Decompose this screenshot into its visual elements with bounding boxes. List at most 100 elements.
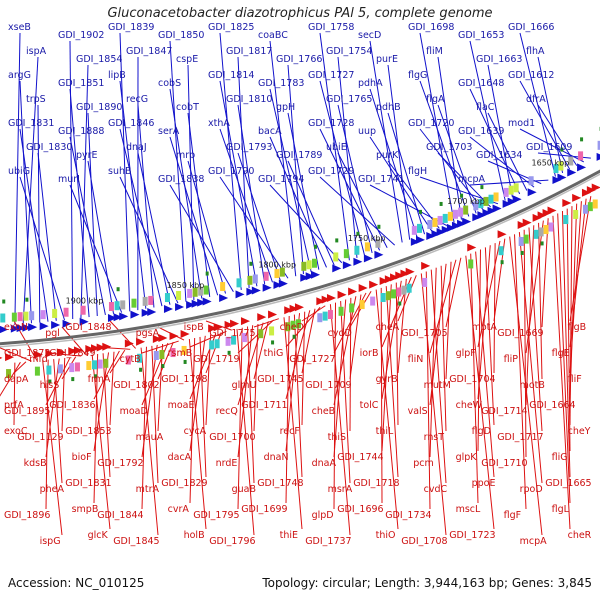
feature-block xyxy=(80,305,86,315)
forward-gene-arrow xyxy=(186,300,196,309)
reverse-gene-arrow xyxy=(400,269,410,278)
forward-gene-label: cobS xyxy=(158,78,181,89)
reverse-gene-label: GDI_1719 xyxy=(193,354,239,365)
leader-line xyxy=(237,327,243,510)
leader-line xyxy=(349,294,362,380)
feature-block xyxy=(279,267,285,277)
reverse-gene-arrow xyxy=(180,329,190,338)
reverse-gene-label: fliP xyxy=(504,354,519,365)
forward-gene-label: mod1 xyxy=(508,118,535,129)
reverse-gene-arrow xyxy=(542,208,552,217)
reverse-gene-label: thiS xyxy=(328,432,346,443)
leader-line xyxy=(37,104,41,323)
reverse-gene-arrow xyxy=(68,347,78,356)
reverse-gene-label: thiL xyxy=(376,426,394,437)
leader-line xyxy=(301,308,316,374)
leader-line xyxy=(151,345,159,484)
leader-line xyxy=(19,80,32,324)
leader-line xyxy=(61,326,88,356)
leader-line xyxy=(187,160,227,294)
leader-line xyxy=(285,315,290,504)
reverse-gene-arrow xyxy=(91,344,100,353)
feature-block xyxy=(573,209,579,219)
forward-gene-arrow xyxy=(451,221,461,230)
forward-gene-label: pdhB xyxy=(376,102,401,113)
reverse-gene-arrow xyxy=(208,324,218,333)
leader-line xyxy=(187,64,195,301)
reverse-gene-label: dnaN xyxy=(264,452,289,463)
reverse-gene-label: cheA xyxy=(376,322,400,333)
reverse-gene-arrow xyxy=(348,287,358,296)
reverse-gene-label: GDI_1714 xyxy=(481,406,527,417)
leader-line xyxy=(169,136,219,296)
leader-line xyxy=(333,299,347,458)
reverse-gene-label: msrA xyxy=(328,484,353,495)
leader-line xyxy=(199,336,207,478)
reverse-gene-label: mtrA xyxy=(136,484,160,495)
reverse-gene-label: holB xyxy=(184,530,205,541)
forward-gene-label: GDI_1831 xyxy=(8,118,54,129)
forward-gene-label: purE xyxy=(376,54,398,65)
leader-line xyxy=(469,136,535,188)
leader-line xyxy=(285,313,301,452)
forward-gene-label: fliM xyxy=(426,46,443,57)
kbp-ticks: 1650 kbp 1700 kbp 1750 kbp 1800 kbp 1850 kbp… xyxy=(66,159,570,306)
reverse-gene-label: nrdE xyxy=(216,458,238,469)
reverse-gene-arrow xyxy=(547,206,557,215)
reverse-gene-label: motA xyxy=(472,322,498,333)
feature-block xyxy=(354,245,360,255)
reverse-gene-label: glpF xyxy=(456,348,476,359)
feature-block xyxy=(432,217,438,227)
forward-gene-label: GDI_1851 xyxy=(58,78,104,89)
leader-line xyxy=(380,287,383,504)
feature-block xyxy=(198,286,204,296)
reverse-gene-label: mfd xyxy=(29,354,48,365)
forward-gene-label: GDI_1609 xyxy=(526,142,572,153)
reverse-gene-label: fliN xyxy=(408,354,424,365)
feature-block xyxy=(52,308,58,318)
reverse-gene-label: GDI_1711 xyxy=(241,400,287,411)
feature-block xyxy=(125,355,131,365)
forward-gene-label: GDI_1888 xyxy=(58,126,104,137)
feature-block xyxy=(597,140,600,150)
leader-line xyxy=(287,112,320,270)
feature-block xyxy=(236,278,242,288)
feature-block xyxy=(274,269,280,279)
reverse-gene-label: GDI_1896 xyxy=(4,510,50,521)
leader-line xyxy=(440,265,447,432)
reverse-gene-arrow xyxy=(224,320,234,329)
feature-block xyxy=(411,225,417,235)
leader-line xyxy=(19,176,65,321)
reverse-gene-label: cheY xyxy=(568,426,591,437)
forward-gene-label: GDI_1758 xyxy=(308,22,354,33)
reverse-gene-label: GDI_1831 xyxy=(65,478,111,489)
genome-summary-text: Topology: circular; Length: 3,944,163 bp… xyxy=(262,576,592,590)
leader-line xyxy=(187,112,211,297)
reverse-gene-label: GDI_1717 xyxy=(497,432,543,443)
feature-block xyxy=(34,366,40,376)
feature-block xyxy=(327,310,333,320)
reverse-gene-arrow xyxy=(33,350,43,359)
reverse-gene-arrow xyxy=(517,220,527,229)
leader-line xyxy=(287,64,304,275)
reverse-gene-label: cvrA xyxy=(168,504,190,515)
forward-gene-arrow xyxy=(300,273,310,282)
reverse-gene-arrow xyxy=(591,183,600,192)
reverse-gene-label: mutM xyxy=(424,380,451,391)
feature-block xyxy=(225,336,231,346)
leader-line xyxy=(93,353,99,504)
leader-line xyxy=(137,104,155,308)
forward-gene-label: GDI_1766 xyxy=(276,54,322,65)
feature-block xyxy=(442,213,448,223)
gc-marker xyxy=(205,271,209,276)
forward-gene-label: mcpA xyxy=(458,174,486,185)
forward-gene-arrow xyxy=(273,281,283,290)
gc-marker xyxy=(183,359,187,364)
leader-line xyxy=(61,357,66,432)
reverse-gene-label: dnaA xyxy=(312,458,337,469)
feature-block xyxy=(543,224,549,234)
gc-marker xyxy=(139,367,143,372)
forward-gene-label: serA xyxy=(158,126,180,137)
forward-gene-arrow xyxy=(219,294,229,303)
